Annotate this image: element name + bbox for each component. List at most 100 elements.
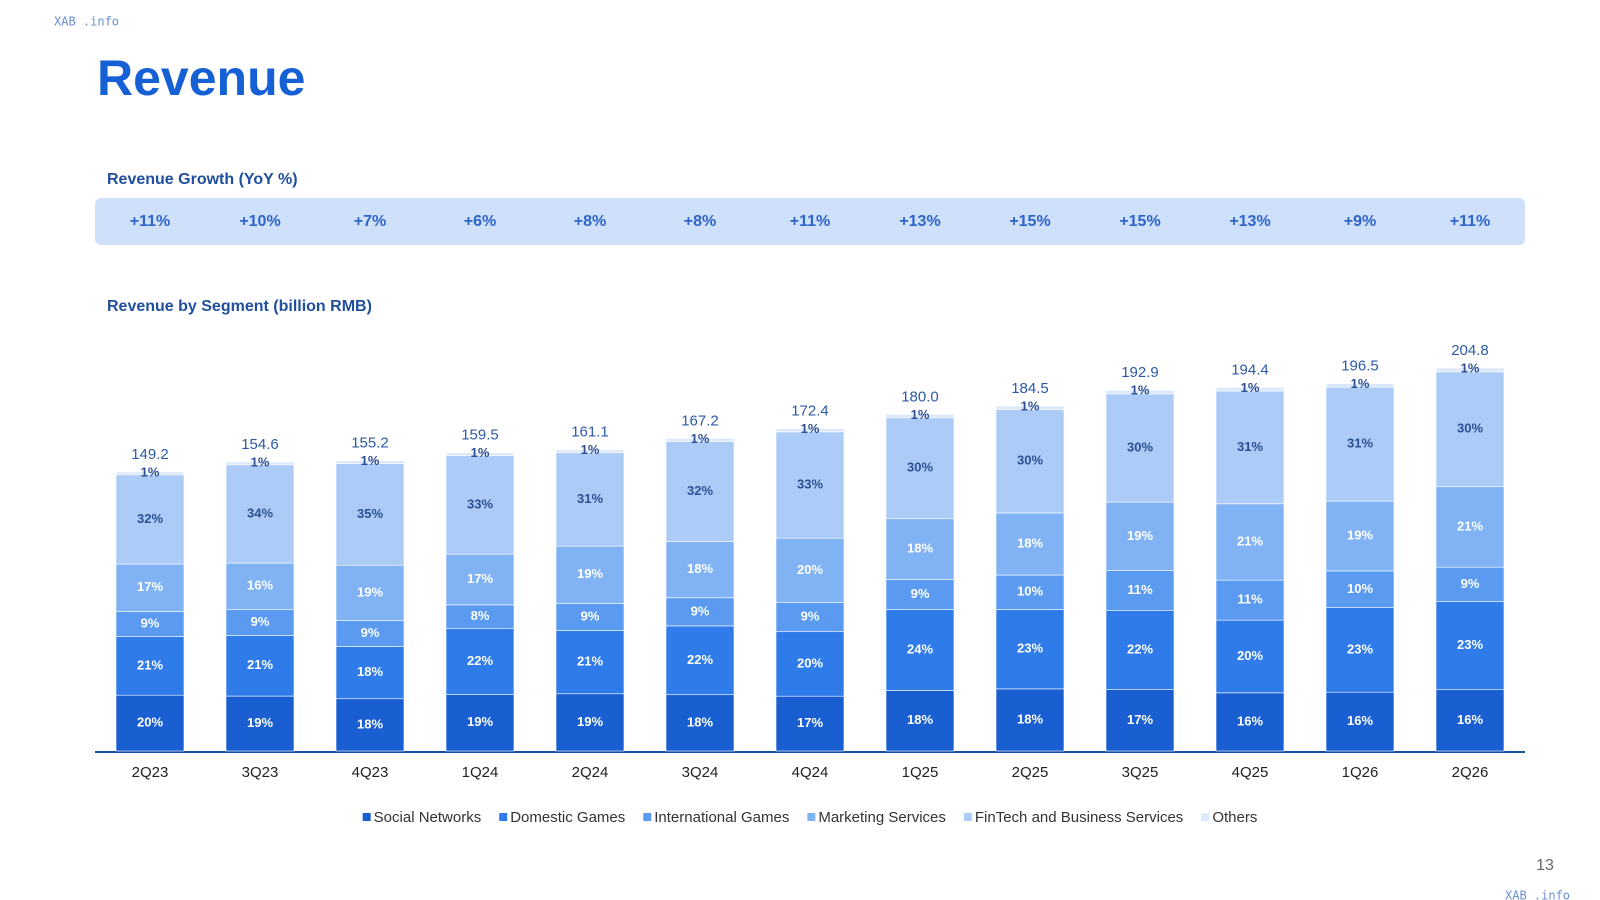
bar-segment: [1435, 371, 1505, 488]
segment-label: 11%: [1237, 592, 1263, 607]
segment-label: 20%: [1237, 648, 1263, 663]
growth-value: +8%: [574, 213, 606, 230]
bar-segment: [1215, 579, 1285, 621]
segment-label: 21%: [247, 657, 273, 672]
bar-segment: [445, 452, 515, 457]
x-tick-label: 2Q23: [132, 764, 169, 781]
segment-label: 18%: [357, 664, 383, 679]
segment-label: 16%: [1347, 713, 1373, 728]
segment-label: 31%: [577, 491, 603, 506]
legend-swatch: [807, 813, 816, 821]
bar-segment: [555, 603, 625, 631]
growth-value: +7%: [354, 213, 386, 230]
bar-segment: [1105, 393, 1175, 503]
bar-segment: [1215, 619, 1285, 694]
bar-segment: [775, 428, 845, 433]
segment-label: 32%: [137, 511, 163, 526]
bar-segment: [775, 631, 845, 697]
bar-segment: [665, 597, 735, 627]
total-label: 192.9: [1121, 364, 1159, 381]
segment-label: 30%: [1127, 439, 1153, 454]
x-tick-label: 3Q24: [682, 764, 719, 781]
growth-value: +15%: [1119, 213, 1160, 230]
bar-segment: [445, 628, 515, 695]
segment-label: 22%: [467, 653, 493, 668]
slide-title: Revenue: [97, 50, 305, 106]
bar-segment: [775, 602, 845, 633]
total-label: 184.5: [1011, 380, 1049, 397]
bar-segment: [555, 449, 625, 454]
bar-segment: [1435, 486, 1505, 568]
segment-label: 1%: [1351, 376, 1370, 391]
bar-segment: [665, 441, 735, 542]
growth-band: [95, 198, 1525, 245]
segment-label: 33%: [797, 476, 823, 491]
segment-label: 19%: [467, 714, 493, 729]
legend-label: Marketing Services: [818, 809, 946, 826]
segment-label: 1%: [1021, 398, 1040, 413]
bar-segment: [335, 460, 405, 464]
segment-label: 20%: [797, 655, 823, 670]
segment-label: 17%: [797, 715, 823, 730]
chart-title: Revenue by Segment (billion RMB): [107, 298, 372, 315]
x-tick-label: 3Q25: [1122, 764, 1159, 781]
total-label: 155.2: [351, 435, 389, 452]
bar-segment: [995, 405, 1065, 410]
segment-label: 20%: [137, 715, 163, 730]
bar-segment: [1325, 570, 1395, 608]
segment-label: 9%: [1461, 576, 1480, 591]
segment-label: 30%: [1017, 453, 1043, 468]
legend-swatch: [963, 813, 972, 821]
segment-label: 1%: [471, 445, 490, 460]
x-tick-label: 2Q26: [1452, 764, 1489, 781]
x-tick-label: 4Q24: [792, 764, 829, 781]
bar-segment: [1105, 689, 1175, 752]
bar-segment: [335, 564, 405, 621]
segment-label: 19%: [1347, 527, 1373, 542]
segment-label: 19%: [577, 566, 603, 581]
segment-label: 9%: [691, 603, 710, 618]
segment-label: 11%: [1127, 582, 1153, 597]
total-label: 149.2: [131, 446, 169, 463]
bar-segment: [995, 688, 1065, 752]
segment-label: 31%: [1237, 439, 1263, 454]
legend-swatch: [1201, 813, 1210, 821]
segment-label: 9%: [361, 625, 380, 640]
segment-label: 10%: [1347, 581, 1373, 596]
segment-label: 30%: [907, 460, 933, 475]
segment-label: 9%: [141, 615, 160, 630]
bar-segment: [1435, 367, 1505, 373]
bar-segment: [225, 562, 295, 610]
segment-label: 23%: [1017, 641, 1043, 656]
bar-segment: [1215, 390, 1285, 505]
x-tick-label: 2Q25: [1012, 764, 1049, 781]
total-label: 161.1: [571, 424, 609, 441]
segment-label: 18%: [687, 561, 713, 576]
legend-swatch: [362, 813, 371, 821]
segment-label: 22%: [687, 652, 713, 667]
segment-label: 1%: [251, 454, 270, 469]
segment-label: 18%: [1017, 711, 1043, 726]
bar-segment: [775, 537, 845, 604]
watermark: XAB .info: [54, 15, 119, 29]
bar-segment: [1325, 607, 1395, 693]
legend-swatch: [643, 813, 652, 821]
bar-segment: [775, 431, 845, 539]
bar-segment: [115, 694, 185, 752]
bar-segment: [445, 455, 515, 555]
segment-label: 34%: [247, 505, 273, 520]
segment-label: 24%: [907, 641, 933, 656]
segment-label: 16%: [1237, 713, 1263, 728]
segment-label: 20%: [797, 562, 823, 577]
segment-label: 23%: [1457, 637, 1483, 652]
bar-segment: [555, 452, 625, 547]
legend-label: Others: [1212, 809, 1257, 826]
bar-segment: [555, 693, 625, 752]
bar-segment: [995, 574, 1065, 610]
total-label: 167.2: [681, 412, 719, 429]
segment-label: 1%: [691, 431, 710, 446]
segment-label: 33%: [467, 496, 493, 511]
segment-label: 21%: [137, 657, 163, 672]
x-tick-label: 4Q23: [352, 764, 389, 781]
segment-label: 23%: [1347, 641, 1373, 656]
